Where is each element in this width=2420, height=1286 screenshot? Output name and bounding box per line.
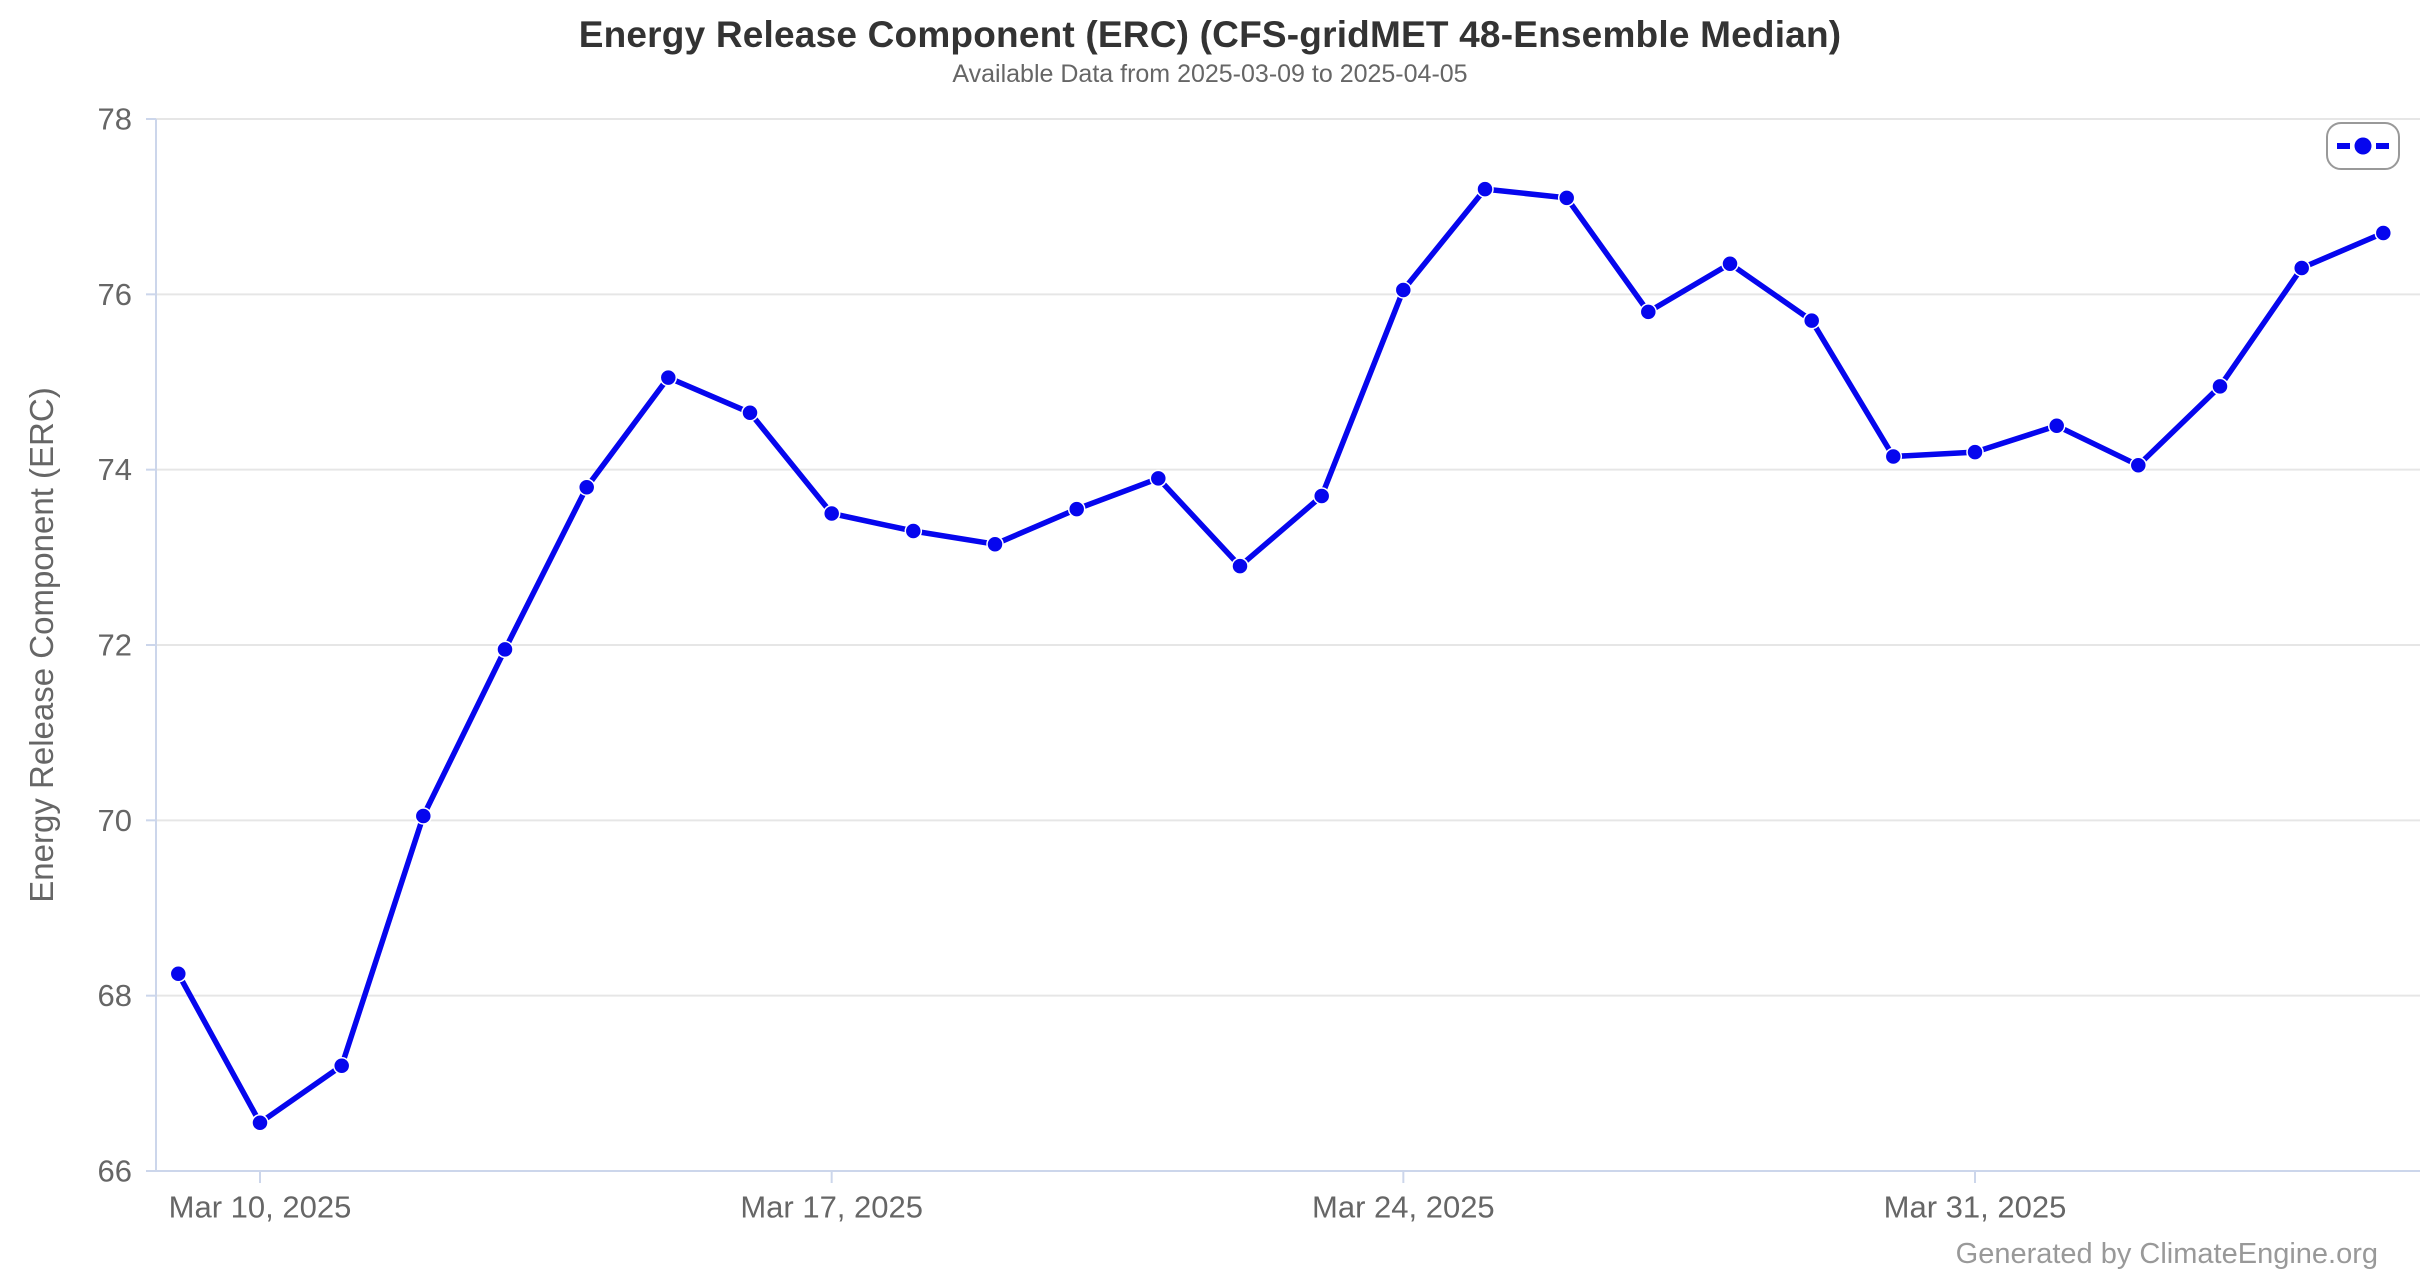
data-point[interactable] bbox=[1149, 469, 1168, 488]
data-point[interactable] bbox=[414, 807, 433, 825]
legend-series-symbol-icon bbox=[2337, 137, 2389, 155]
data-point[interactable] bbox=[1721, 254, 1739, 273]
data-point[interactable] bbox=[2129, 456, 2148, 475]
data-point[interactable] bbox=[741, 403, 759, 422]
series-line[interactable] bbox=[175, 186, 2387, 1126]
data-point[interactable] bbox=[1312, 487, 1331, 505]
x-tick-label: Mar 24, 2025 bbox=[1312, 1189, 1495, 1224]
data-point[interactable] bbox=[1557, 189, 1576, 207]
y-tick-label: 70 bbox=[98, 803, 132, 838]
data-point[interactable] bbox=[1231, 557, 1249, 575]
y-tick-label: 78 bbox=[98, 102, 132, 137]
data-point[interactable] bbox=[986, 535, 1004, 553]
data-point[interactable] bbox=[1639, 303, 1658, 321]
data-point[interactable] bbox=[2292, 259, 2311, 277]
data-point[interactable] bbox=[2211, 377, 2229, 396]
data-point[interactable] bbox=[1476, 180, 1494, 198]
chart-subtitle: Available Data from 2025-03-09 to 2025-0… bbox=[952, 60, 1468, 88]
data-point[interactable] bbox=[1067, 500, 1086, 518]
data-point[interactable] bbox=[1966, 443, 1984, 461]
y-tick-label: 68 bbox=[98, 978, 132, 1013]
data-point[interactable] bbox=[496, 640, 514, 659]
data-point[interactable] bbox=[2047, 417, 2066, 435]
y-tick-label: 74 bbox=[98, 452, 132, 487]
data-point[interactable] bbox=[577, 478, 596, 496]
data-point[interactable] bbox=[1802, 311, 1821, 330]
x-tick-label: Mar 31, 2025 bbox=[1884, 1189, 2067, 1224]
data-point[interactable] bbox=[822, 504, 841, 523]
chart-title: Energy Release Component (ERC) (CFS-grid… bbox=[578, 14, 1842, 55]
data-point[interactable] bbox=[1884, 447, 1903, 466]
data-point[interactable] bbox=[169, 965, 188, 983]
y-tick-label: 66 bbox=[98, 1154, 132, 1189]
data-point[interactable] bbox=[251, 1114, 269, 1132]
y-tick-label: 72 bbox=[98, 628, 132, 663]
x-tick-label: Mar 10, 2025 bbox=[169, 1189, 352, 1224]
data-point[interactable] bbox=[332, 1057, 351, 1075]
data-point[interactable] bbox=[1394, 281, 1413, 299]
data-point[interactable] bbox=[2374, 224, 2393, 242]
data-point[interactable] bbox=[659, 368, 678, 387]
attribution: Generated by ClimateEngine.org bbox=[1955, 1238, 2378, 1270]
legend[interactable] bbox=[2326, 122, 2400, 170]
x-tick-label: Mar 17, 2025 bbox=[740, 1189, 923, 1224]
y-tick-label: 76 bbox=[98, 277, 132, 312]
data-point[interactable] bbox=[904, 522, 923, 540]
